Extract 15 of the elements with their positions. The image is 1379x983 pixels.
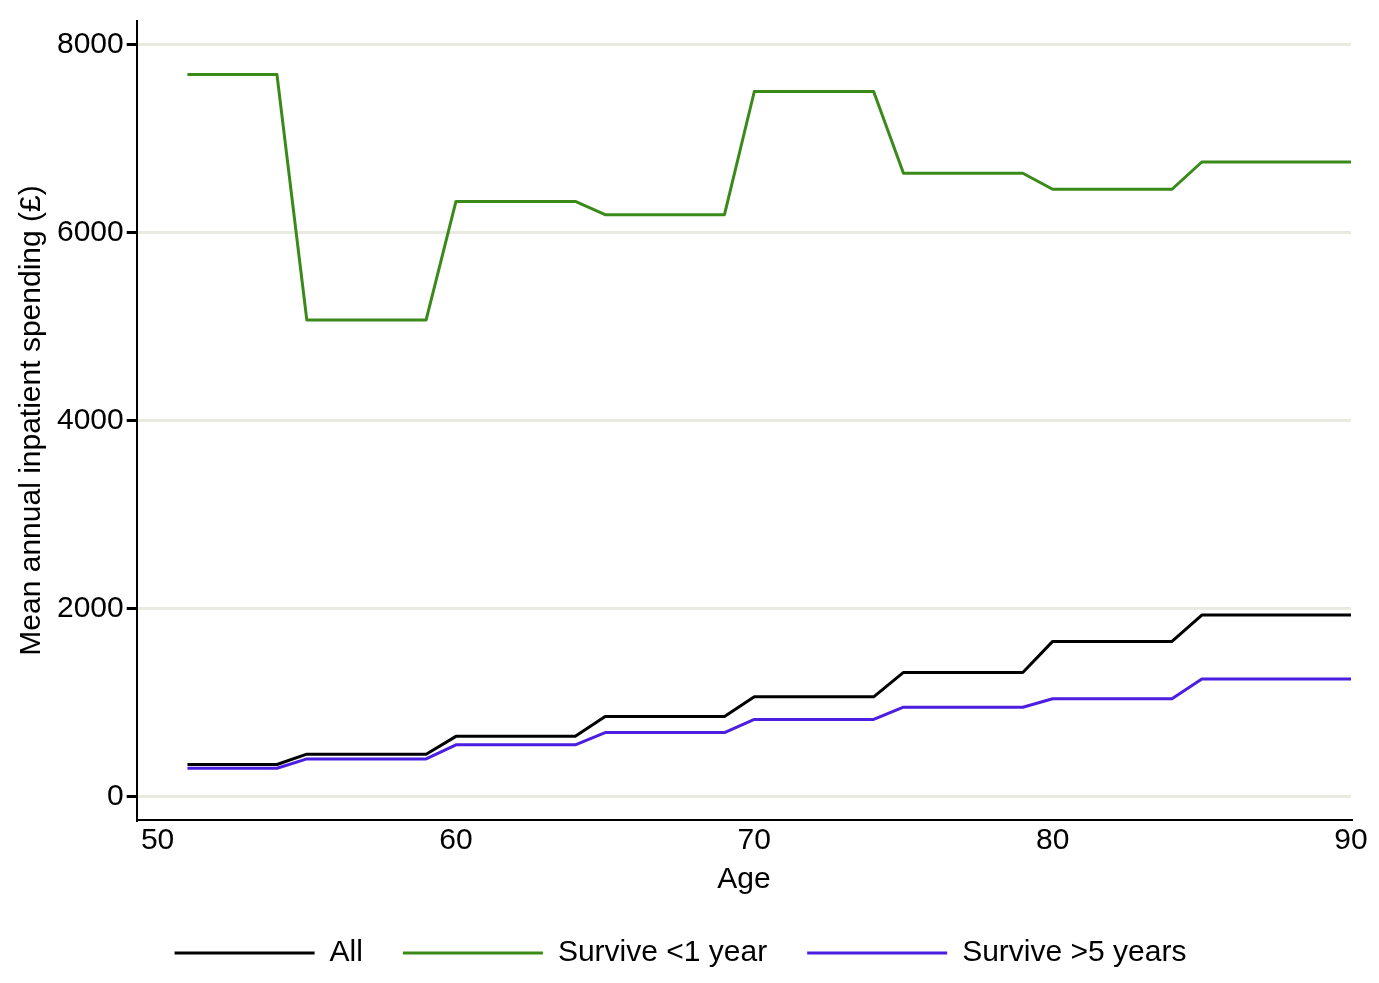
x-tick-label: 70 [737, 822, 771, 856]
y-axis-title: Mean annual inpatient spending (£) [13, 185, 47, 656]
y-tick-label: 2000 [56, 589, 124, 623]
legend-label: Survive >5 years [962, 934, 1187, 968]
x-axis-title: Age [717, 861, 771, 895]
y-tick-label: 8000 [56, 25, 124, 59]
x-tick-label: 60 [439, 822, 473, 856]
y-tick-label: 4000 [56, 401, 124, 435]
y-tick-label: 0 [107, 777, 124, 811]
x-tick-label: 90 [1334, 822, 1368, 856]
y-tick-label: 6000 [56, 213, 124, 247]
legend-label: Survive <1 year [557, 934, 768, 968]
x-tick-label: 80 [1035, 822, 1070, 856]
x-tick-label: 50 [140, 822, 175, 856]
legend-label: All [329, 934, 363, 968]
